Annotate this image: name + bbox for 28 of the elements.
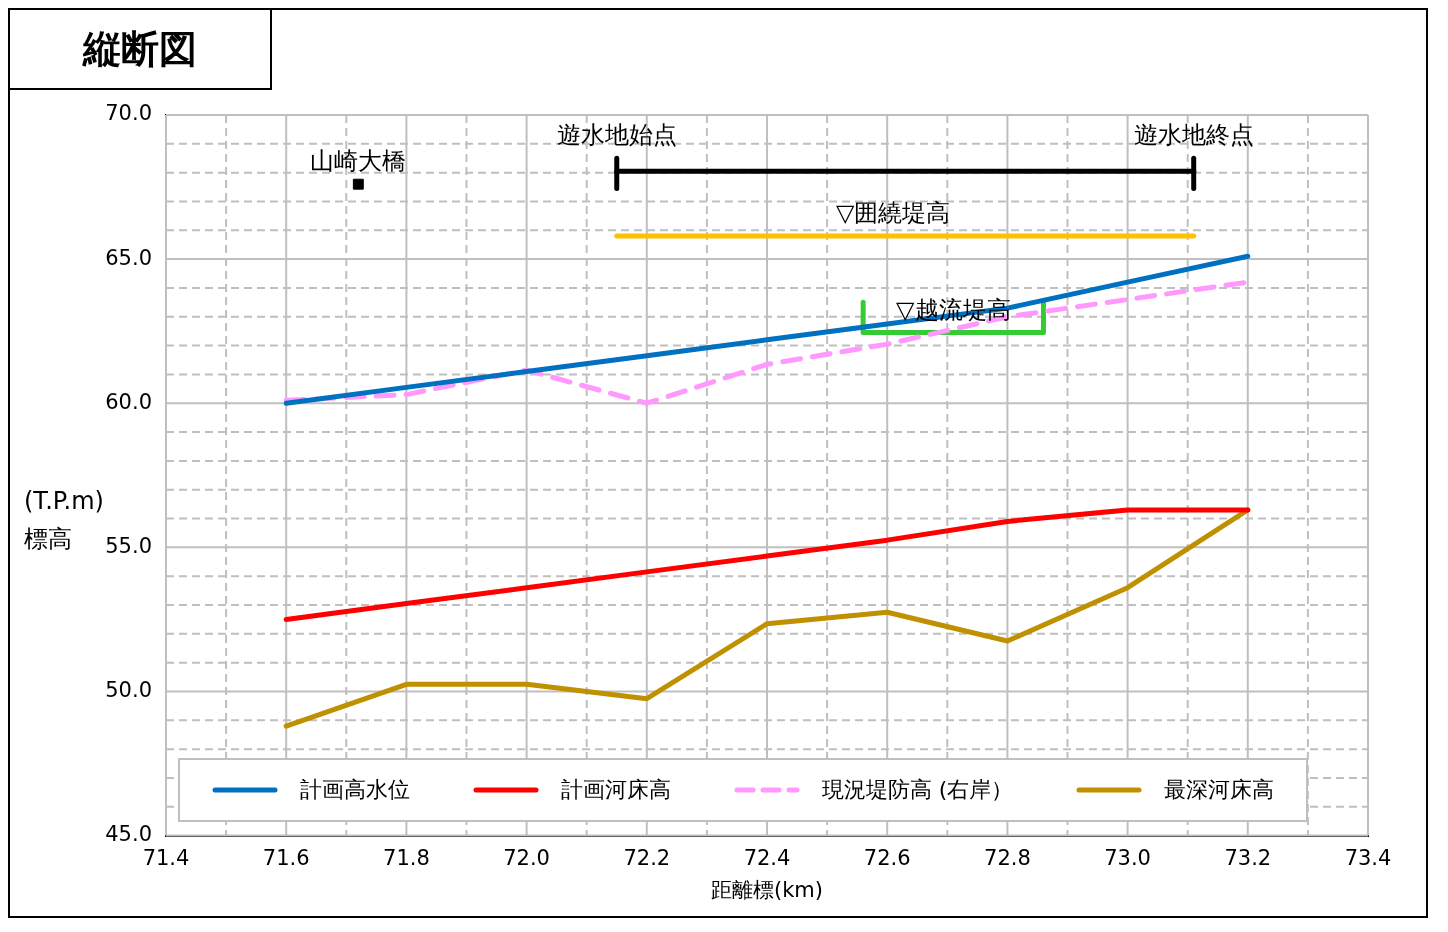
annotation: 遊水地終点	[1133, 121, 1254, 150]
legend-label: 計画河床高	[560, 775, 671, 804]
y-tick-label: 65.0	[105, 245, 152, 270]
y-axis-title: (T.P.m) 標高	[24, 486, 104, 553]
y-tick-label: 50.0	[105, 677, 152, 702]
x-tick-label: 72.8	[984, 845, 1031, 870]
x-tick-label: 73.4	[1344, 845, 1392, 870]
y-tick-label: 70.0	[105, 101, 152, 126]
x-axis-title: 距離標(km)	[710, 877, 824, 902]
legend-label: 最深河床高	[1164, 775, 1275, 804]
annotation: ▽囲繞堤高	[835, 199, 951, 228]
y-tick-label: 55.0	[105, 533, 152, 558]
y-tick-label: 45.0	[105, 822, 152, 847]
x-tick-label: 71.4	[142, 845, 190, 870]
legend-label: 現況堤防高 (右岸）	[821, 775, 1014, 804]
x-tick-label: 72.4	[743, 845, 791, 870]
annotation: 山崎大橋	[310, 147, 407, 176]
annotation: 遊水地始点	[556, 121, 677, 150]
x-tick-label: 73.2	[1224, 845, 1272, 870]
x-tick-label: 73.0	[1104, 845, 1151, 870]
legend-label: 計画高水位	[299, 775, 410, 804]
y-tick-label: 60.0	[105, 389, 152, 414]
x-tick-label: 72.6	[863, 845, 911, 870]
x-tick-label: 72.0	[503, 845, 550, 870]
x-tick-label: 72.2	[623, 845, 671, 870]
chart-title: 縦断図	[8, 8, 272, 90]
x-tick-label: 71.6	[262, 845, 310, 870]
x-tick-label: 71.8	[383, 845, 430, 870]
